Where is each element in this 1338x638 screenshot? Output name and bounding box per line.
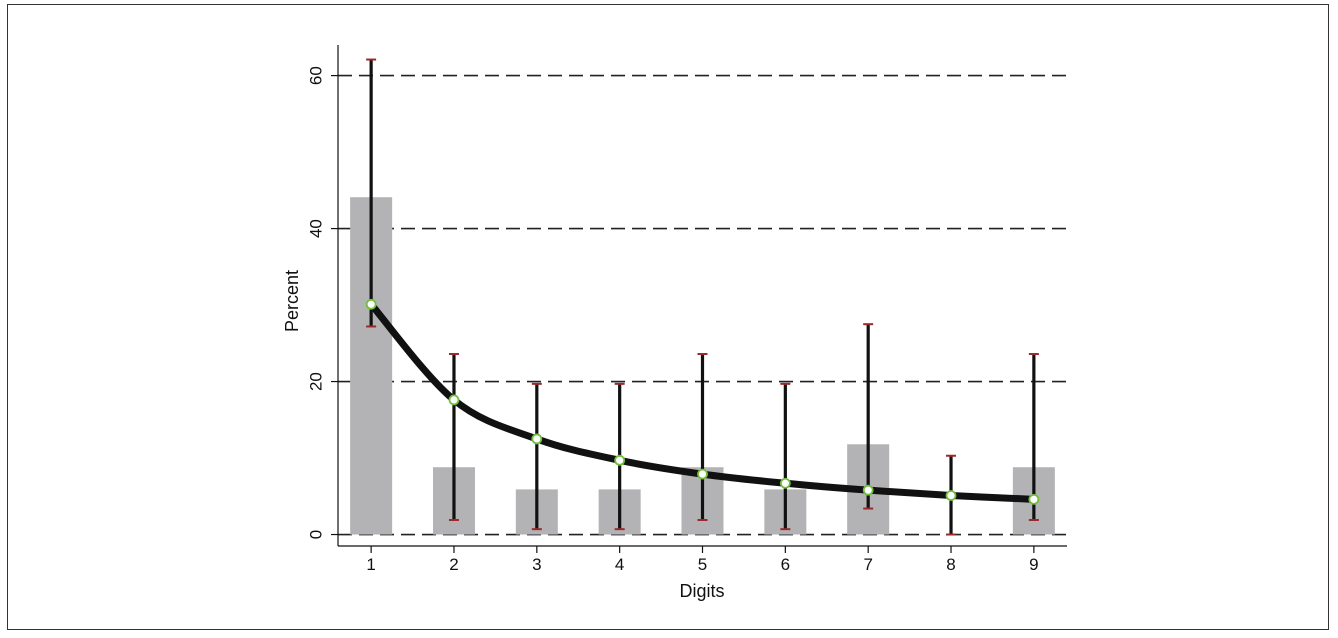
line-markers [365, 298, 1040, 505]
marker-4 [614, 454, 626, 466]
y-tick-label-0: 0 [307, 530, 326, 539]
x-tick-label-3: 3 [532, 555, 541, 574]
marker-8 [945, 490, 957, 501]
x-tick-label-9: 9 [1029, 555, 1038, 574]
x-tick-label-4: 4 [615, 555, 624, 574]
x-axis-title: Digits [679, 581, 724, 601]
x-tick-label-5: 5 [698, 555, 707, 574]
x-tick-label-1: 1 [366, 555, 375, 574]
x-tick-label-2: 2 [449, 555, 458, 574]
axes: 0 20 40 60 1 2 3 4 5 6 7 8 9 [307, 45, 1067, 574]
marker-2 [448, 394, 460, 406]
benford-chart: 0 20 40 60 1 2 3 4 5 6 7 8 9 Digits Percent [282, 45, 1067, 601]
marker-9 [1028, 493, 1040, 505]
marker-1 [365, 298, 377, 310]
marker-7 [862, 484, 874, 496]
marker-5 [697, 468, 708, 480]
marker-6 [779, 477, 791, 489]
y-tick-label-20: 20 [307, 372, 326, 391]
error-bars [366, 58, 1039, 536]
y-tick-label-40: 40 [307, 219, 326, 238]
chart-frame: 0 20 40 60 1 2 3 4 5 6 7 8 9 Digits Percent [7, 4, 1329, 630]
marker-3 [531, 433, 543, 445]
y-tick-label-60: 60 [307, 66, 326, 85]
x-tick-label-6: 6 [781, 555, 790, 574]
y-axis-title: Percent [282, 270, 302, 332]
x-tick-label-8: 8 [946, 555, 955, 574]
x-tick-label-7: 7 [863, 555, 872, 574]
